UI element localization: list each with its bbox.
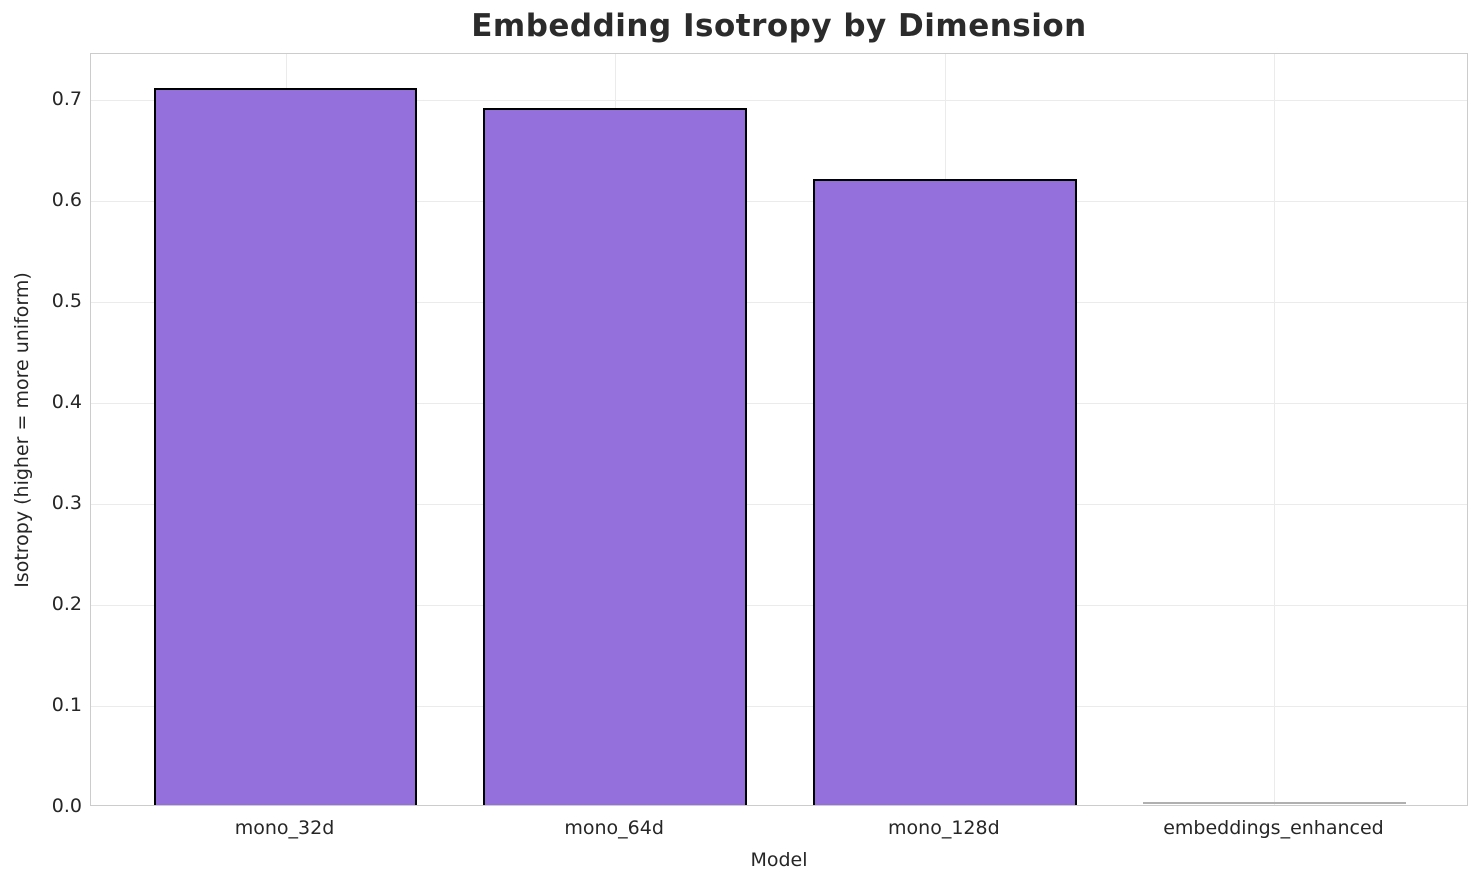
bar-mono_32d [153, 87, 418, 805]
xtick-mono_128d: mono_128d [888, 817, 1000, 839]
xtick-mono_32d: mono_32d [234, 817, 335, 839]
bar-mono_64d [483, 108, 748, 805]
bar-mono_128d [812, 178, 1077, 805]
h-gridline-0.3 [91, 503, 1467, 505]
ytick-0.5: 0.5 [51, 289, 82, 312]
x-axis-label: Model [750, 849, 808, 871]
ytick-0.4: 0.4 [51, 390, 82, 413]
ytick-0.0: 0.0 [51, 795, 82, 817]
ytick-0.2: 0.2 [51, 592, 82, 615]
h-gridline-0.4 [91, 402, 1467, 404]
h-gridline-0.7 [91, 99, 1467, 101]
plot-area [90, 53, 1468, 806]
ytick-0.6: 0.6 [51, 188, 82, 211]
v-gridline-embeddings_enhanced [1274, 54, 1276, 805]
xtick-mono_64d: mono_64d [564, 817, 664, 839]
h-gridline-0.5 [91, 301, 1467, 303]
chart-title: Embedding Isotropy by Dimension [471, 8, 1087, 44]
ytick-0.7: 0.7 [51, 87, 82, 110]
y-axis-label: Isotropy (higher = more uniform) [11, 272, 33, 588]
h-gridline-0.6 [91, 200, 1467, 202]
ytick-0.1: 0.1 [51, 693, 82, 716]
h-gridline-0.1 [91, 705, 1467, 707]
bar-embeddings_enhanced [1142, 802, 1407, 804]
h-gridline-0.2 [91, 604, 1467, 606]
ytick-0.3: 0.3 [51, 491, 82, 514]
xtick-embeddings_enhanced: embeddings_enhanced [1163, 817, 1384, 839]
